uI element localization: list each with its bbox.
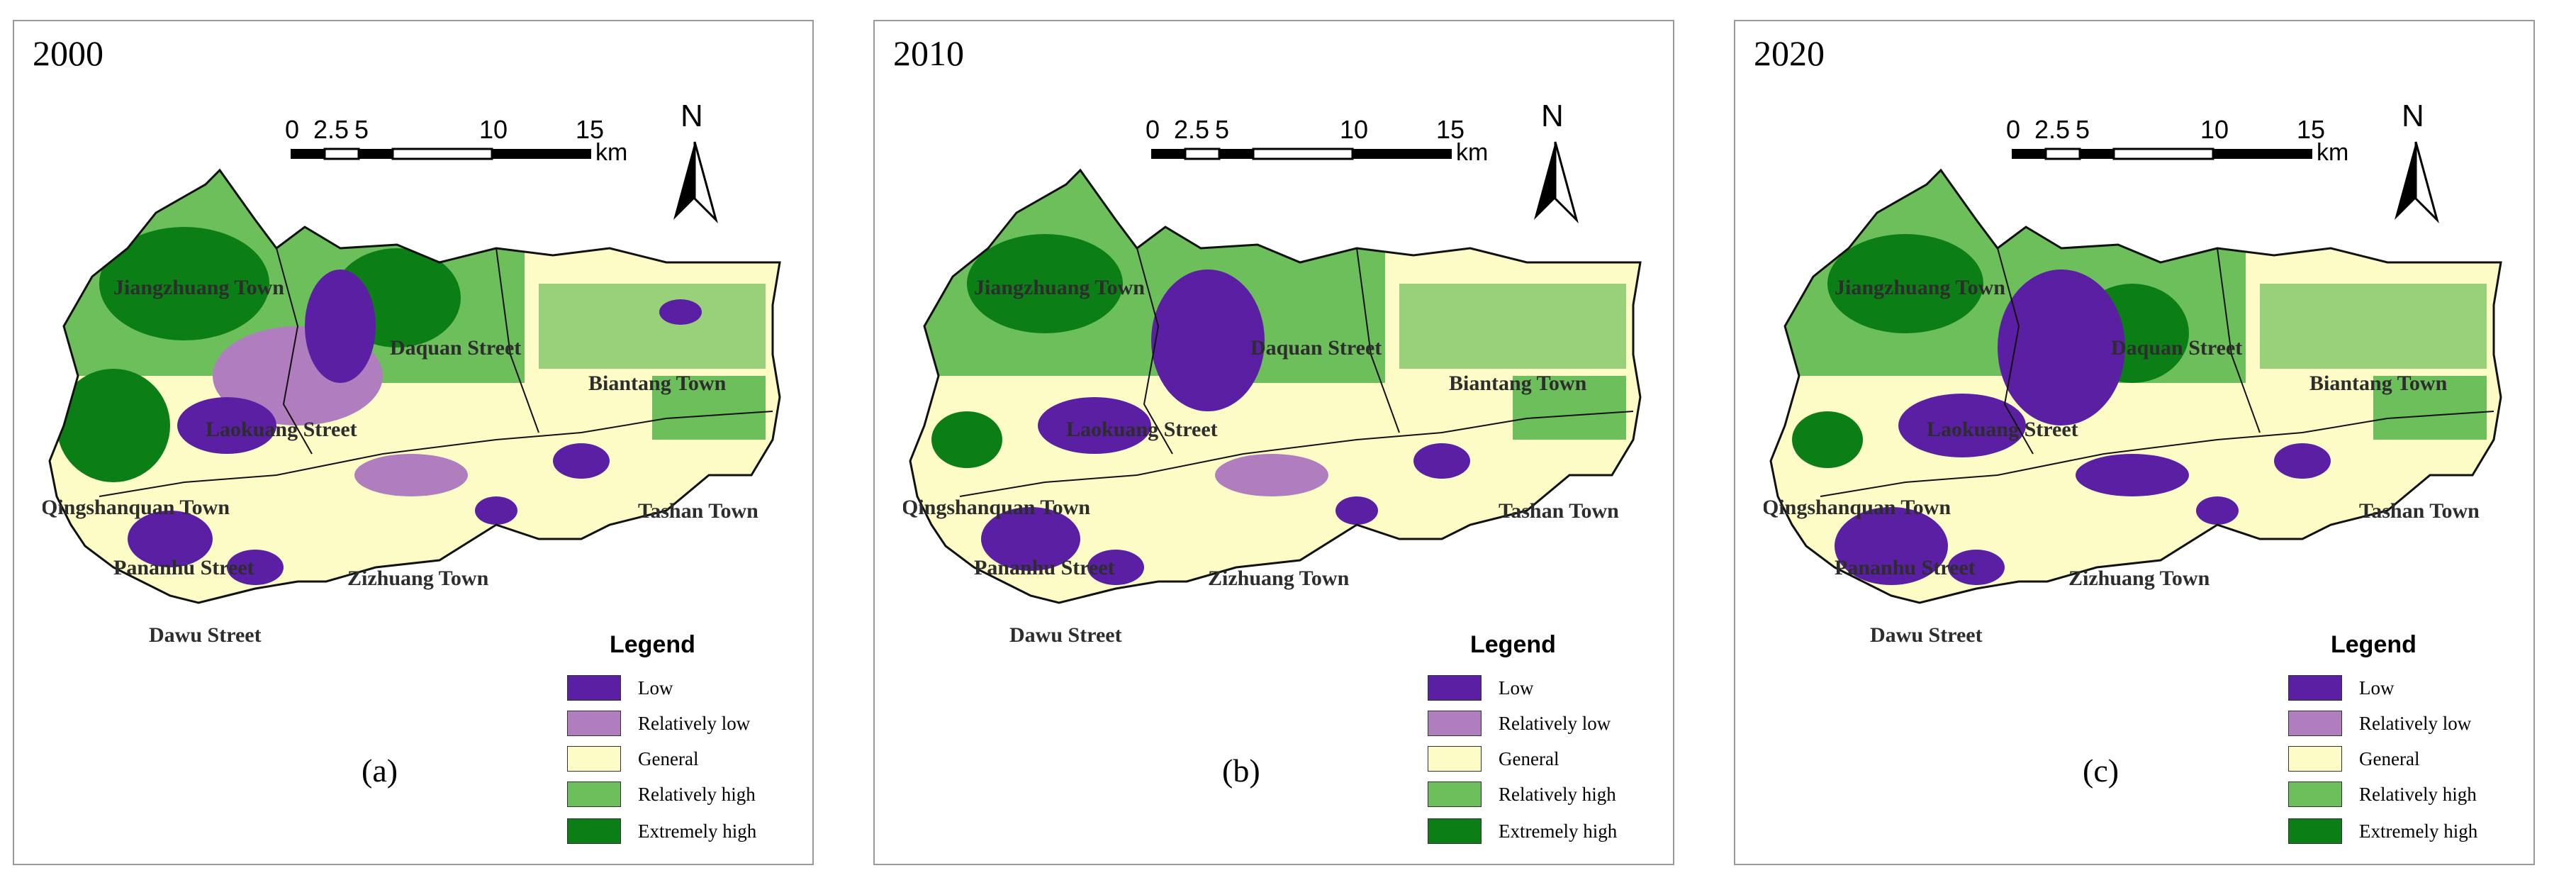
town-label: Pananhu Street <box>974 556 1115 579</box>
scale-tick: 2.5 <box>1174 115 1209 144</box>
town-label: Pananhu Street <box>1835 556 1976 579</box>
town-label: Biantang Town <box>2309 372 2448 395</box>
legend-title: Legend <box>1470 631 1556 658</box>
legend-item-low: Low <box>1428 674 1534 702</box>
legend-item-extremely-high: Extremely high <box>567 817 756 845</box>
legend-item-general: General <box>2288 745 2419 773</box>
town-label: Zizhuang Town <box>347 567 489 590</box>
scale-tick: 2.5 <box>2034 115 2070 144</box>
north-label: N <box>681 99 703 133</box>
town-label: Daquan Street <box>1250 336 1382 360</box>
legend-title: Legend <box>2331 631 2417 658</box>
scale-bar: 0 2.5 5 10 15 km <box>1144 106 1513 170</box>
legend-item-low: Low <box>2288 674 2395 702</box>
panel-caption: (a) <box>362 752 398 789</box>
panel-caption: (b) <box>1222 752 1260 789</box>
town-label: Daquan Street <box>2111 336 2242 360</box>
district-map: Jiangzhuang Town Daquan Street Biantang … <box>902 142 1662 738</box>
town-label: Laokuang Street <box>1066 418 1218 441</box>
scale-tick: 15 <box>2297 115 2325 144</box>
town-label: Zizhuang Town <box>2068 567 2210 590</box>
scale-tick: 5 <box>2076 115 2090 144</box>
scale-tick: 5 <box>1215 115 1229 144</box>
north-label: N <box>2402 99 2424 133</box>
legend-item-relatively-high: Relatively high <box>567 780 756 808</box>
map-panel-2010: 2010 0 2.5 5 10 15 km N <box>873 20 1674 865</box>
legend-title: Legend <box>610 631 695 658</box>
town-label: Qingshanquan Town <box>1764 496 1951 519</box>
town-label: Laokuang Street <box>206 418 357 441</box>
town-label: Pananhu Street <box>113 556 254 579</box>
legend-item-relatively-low: Relatively low <box>1428 709 1611 738</box>
town-label: Biantang Town <box>1449 372 1587 395</box>
district-map: Jiangzhuang Town Daquan Street Biantang … <box>41 142 801 738</box>
scale-unit: km <box>595 139 627 166</box>
town-label: Tashan Town <box>638 499 758 523</box>
legend: Legend Low Relatively low General Relati… <box>567 631 801 864</box>
scale-tick: 10 <box>479 115 508 144</box>
scale-bar: 0 2.5 5 10 15 km <box>2005 106 2373 170</box>
town-label: Dawu Street <box>149 623 262 647</box>
town-label: Dawu Street <box>1870 623 1983 647</box>
town-label: Zizhuang Town <box>1208 567 1350 590</box>
legend: Legend Low Relatively low General Relati… <box>1428 631 1662 864</box>
scale-tick: 0 <box>2006 115 2020 144</box>
north-arrow-icon: N <box>1527 92 1584 227</box>
town-label: Tashan Town <box>1499 499 1619 523</box>
town-label: Jiangzhuang Town <box>113 276 284 299</box>
legend: Legend Low Relatively low General Relati… <box>2288 631 2522 864</box>
legend-item-extremely-high: Extremely high <box>1428 817 1617 845</box>
scale-tick: 0 <box>1146 115 1160 144</box>
scale-tick: 10 <box>1340 115 1368 144</box>
scale-unit: km <box>1456 139 1488 166</box>
scale-tick: 15 <box>576 115 604 144</box>
town-label: Dawu Street <box>1009 623 1122 647</box>
scale-tick: 10 <box>2200 115 2229 144</box>
legend-item-relatively-low: Relatively low <box>567 709 750 738</box>
panel-year: 2000 <box>33 33 103 73</box>
legend-item-general: General <box>1428 745 1559 773</box>
town-label: Jiangzhuang Town <box>1835 276 2005 299</box>
legend-item-extremely-high: Extremely high <box>2288 817 2477 845</box>
town-label: Laokuang Street <box>1927 418 2078 441</box>
panel-caption: (c) <box>2083 752 2119 789</box>
district-map: Jiangzhuang Town Daquan Street Biantang … <box>1762 142 2522 738</box>
scale-tick: 0 <box>285 115 299 144</box>
scale-bar: 0 2.5 5 10 15 km <box>284 106 652 170</box>
north-arrow-icon: N <box>666 92 723 227</box>
scale-unit: km <box>2317 139 2348 166</box>
scale-tick: 2.5 <box>313 115 349 144</box>
legend-item-relatively-low: Relatively low <box>2288 709 2471 738</box>
map-panel-2020: 2020 0 2.5 5 10 15 km N <box>1734 20 2535 865</box>
town-label: Jiangzhuang Town <box>974 276 1145 299</box>
north-label: N <box>1541 99 1564 133</box>
panel-year: 2020 <box>1754 33 1825 73</box>
town-label: Qingshanquan Town <box>43 496 230 519</box>
town-label: Qingshanquan Town <box>903 496 1090 519</box>
town-label: Biantang Town <box>588 372 727 395</box>
scale-tick: 5 <box>354 115 369 144</box>
panel-year: 2010 <box>893 33 964 73</box>
town-label: Tashan Town <box>2359 499 2480 523</box>
legend-item-relatively-high: Relatively high <box>1428 780 1616 808</box>
map-panel-2000: 2000 0 2.5 5 10 15 km N <box>13 20 814 865</box>
scale-tick: 15 <box>1436 115 1465 144</box>
legend-item-general: General <box>567 745 698 773</box>
legend-item-relatively-high: Relatively high <box>2288 780 2477 808</box>
north-arrow-icon: N <box>2387 92 2444 227</box>
town-label: Daquan Street <box>390 336 521 360</box>
legend-item-low: Low <box>567 674 673 702</box>
